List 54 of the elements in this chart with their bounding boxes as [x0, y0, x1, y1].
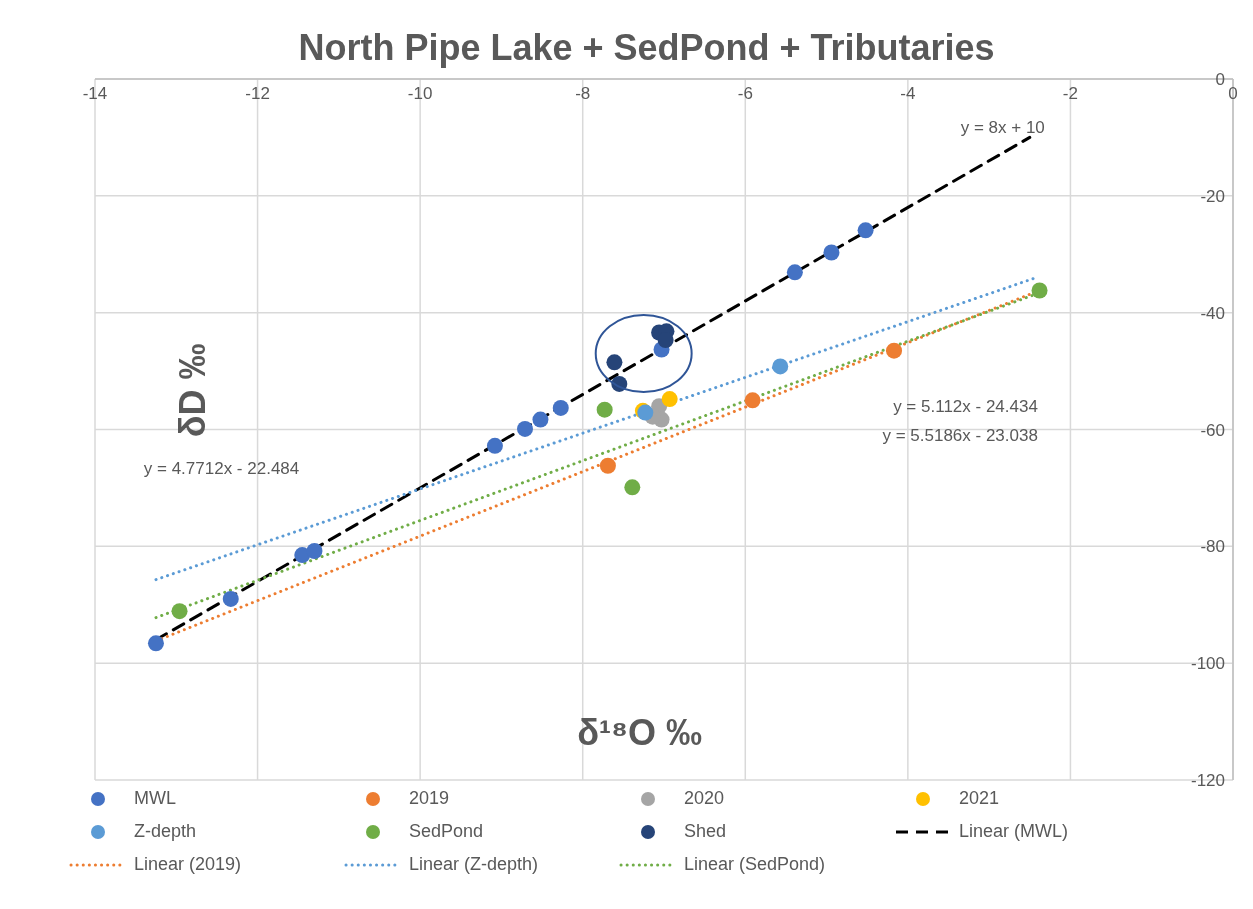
- x-tick-label: -2: [1062, 84, 1078, 104]
- legend-label: 2021: [959, 788, 1000, 809]
- x-tick-label: -4: [900, 84, 916, 104]
- y-tick-label: -120: [1190, 771, 1225, 791]
- point: [486, 437, 503, 454]
- legend-label: Linear (MWL): [959, 821, 1069, 842]
- y-tick-label: -80: [1200, 537, 1225, 557]
- annotation: y = 8x + 10: [960, 118, 1045, 138]
- chart-title: North Pipe Lake + SedPond + Tributaries: [298, 27, 995, 68]
- point: [517, 420, 533, 437]
- point: [147, 635, 164, 652]
- point: [552, 399, 569, 416]
- x-tick-label: -6: [737, 84, 753, 104]
- point: [306, 543, 323, 560]
- point: [1031, 282, 1048, 299]
- y-tick-label: -60: [1200, 420, 1225, 440]
- y-tick-label: -40: [1200, 303, 1225, 323]
- x-tick-label: -10: [407, 84, 433, 104]
- point: [772, 358, 789, 375]
- point: [532, 411, 549, 428]
- point: [661, 391, 678, 408]
- legend-label: 2019: [409, 788, 450, 809]
- y-axis-title: δD ‰: [171, 343, 213, 438]
- annotation: y = 5.112x - 24.434: [893, 396, 1038, 416]
- point: [171, 603, 188, 620]
- x-axis-title: δ¹⁸O ‰: [577, 711, 703, 753]
- legend-label: Linear (SedPond): [684, 854, 826, 875]
- point: [606, 354, 623, 371]
- point: [624, 479, 641, 496]
- x-tick-label: -12: [245, 84, 270, 104]
- legend-label: SedPond: [409, 821, 484, 842]
- legend-label: Z-depth: [134, 821, 197, 842]
- x-tick-label: 0: [1228, 84, 1238, 104]
- legend-label: 2020: [684, 788, 725, 809]
- x-tick-label: -8: [575, 84, 591, 104]
- legend-label: MWL: [134, 788, 176, 809]
- point: [744, 392, 761, 409]
- point: [294, 547, 311, 564]
- point: [222, 590, 239, 607]
- y-tick-label: -20: [1200, 186, 1225, 206]
- legend-label: Shed: [684, 821, 727, 842]
- annotation: y = 4.7712x - 22.484: [143, 459, 300, 479]
- point: [857, 222, 874, 239]
- legend-label: Linear (Z-depth): [409, 854, 539, 875]
- point: [786, 264, 803, 281]
- x-tick-label: -14: [82, 84, 108, 104]
- point: [599, 457, 616, 474]
- point: [823, 244, 840, 261]
- y-tick-label: 0: [1215, 70, 1225, 90]
- annotation: y = 5.5186x - 23.038: [882, 426, 1038, 446]
- point: [886, 342, 903, 359]
- point: [596, 401, 613, 418]
- y-tick-label: -100: [1190, 654, 1225, 674]
- legend-label: Linear (2019): [134, 854, 242, 875]
